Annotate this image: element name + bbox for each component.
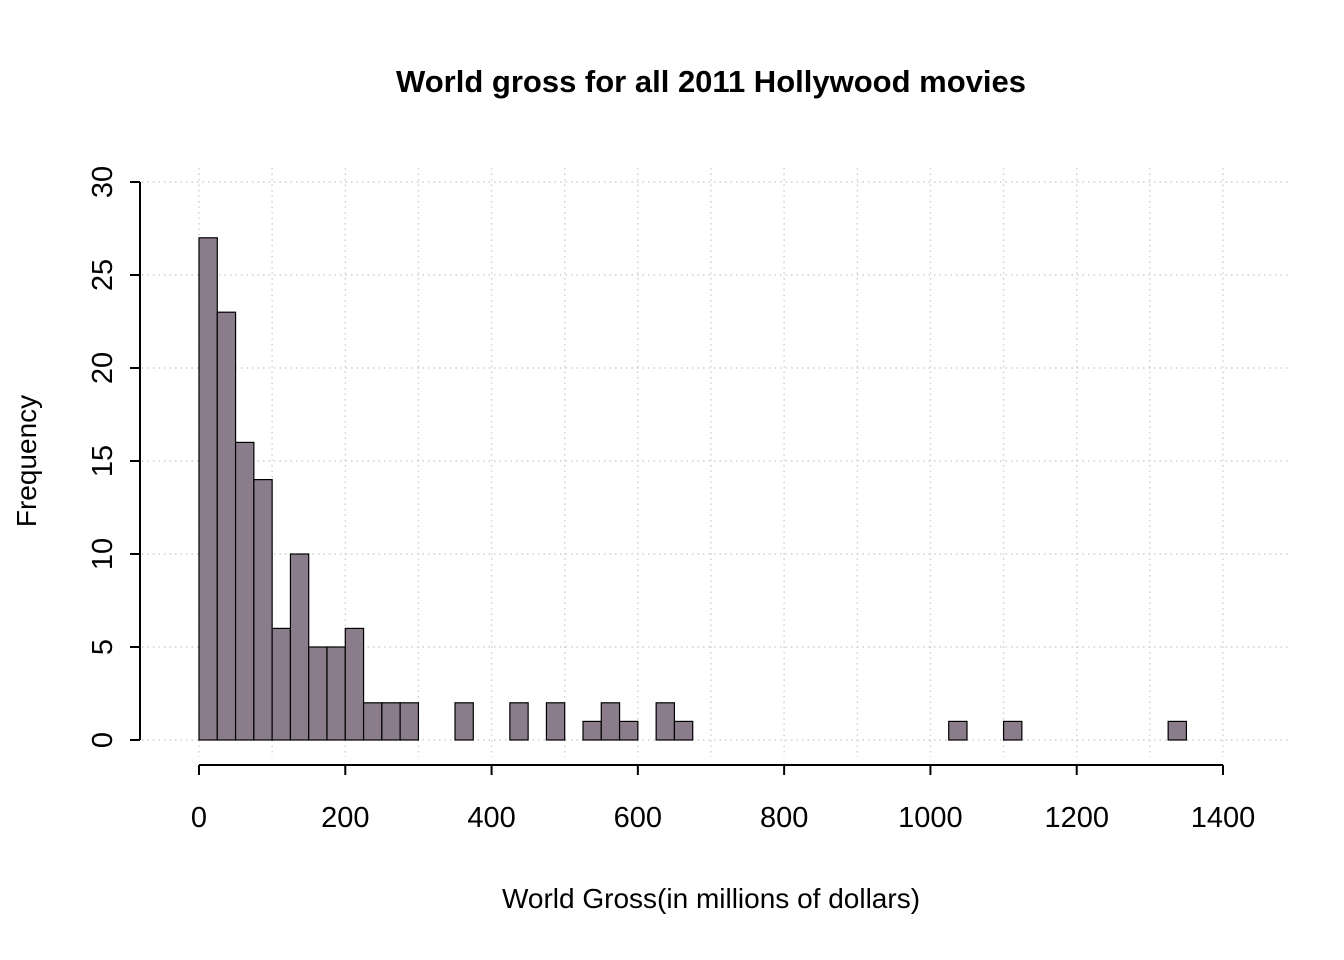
histogram-bar xyxy=(545,702,566,741)
y-tick-label: 5 xyxy=(87,639,119,655)
histogram-bar xyxy=(289,553,310,741)
histogram-bar xyxy=(1167,720,1188,741)
grid-lines xyxy=(142,168,1288,757)
x-axis-label: World Gross(in millions of dollars) xyxy=(502,883,920,914)
histogram-bar xyxy=(1002,720,1023,741)
x-tick-label: 1200 xyxy=(1044,802,1109,834)
y-tick-label: 15 xyxy=(87,445,119,477)
histogram-bar xyxy=(454,702,474,741)
histogram-bar xyxy=(271,627,292,741)
x-tick-label: 1400 xyxy=(1191,802,1256,834)
histogram-bars xyxy=(198,237,1188,741)
histogram-bar xyxy=(234,441,255,741)
histogram-bar xyxy=(253,479,273,741)
x-tick-label: 0 xyxy=(191,802,207,834)
histogram-bar xyxy=(948,720,968,741)
y-tick-label: 30 xyxy=(87,166,119,198)
x-tick-label: 1000 xyxy=(898,802,963,834)
x-tick-label: 600 xyxy=(614,802,662,834)
histogram-bar xyxy=(326,646,346,741)
histogram-bar xyxy=(381,702,401,741)
histogram-bar xyxy=(344,627,365,741)
y-tick-label: 20 xyxy=(87,352,119,384)
histogram-bar xyxy=(399,702,420,741)
x-tick-label: 800 xyxy=(760,802,808,834)
x-tick-label: 400 xyxy=(467,802,515,834)
histogram-bar xyxy=(198,237,218,741)
chart-title: World gross for all 2011 Hollywood movie… xyxy=(396,64,1026,99)
histogram-bar xyxy=(216,311,237,741)
histogram-bar xyxy=(600,702,621,741)
histogram-bar xyxy=(362,702,383,741)
x-tick-label: 200 xyxy=(321,802,369,834)
y-axis-label: Frequency xyxy=(11,395,42,527)
histogram-bar xyxy=(618,720,639,741)
histogram-bar xyxy=(655,702,676,741)
histogram-bar xyxy=(673,720,694,741)
histogram-bar xyxy=(308,646,328,741)
histogram-bar xyxy=(509,702,529,741)
axes: 0 200 400 600 800 1000 1200 1400 0 5 10 15 20 25 30 xyxy=(87,166,1255,834)
y-tick-label: 10 xyxy=(87,538,119,570)
y-tick-label: 0 xyxy=(87,732,119,748)
y-tick-label: 25 xyxy=(87,259,119,291)
histogram-bar xyxy=(582,720,602,741)
